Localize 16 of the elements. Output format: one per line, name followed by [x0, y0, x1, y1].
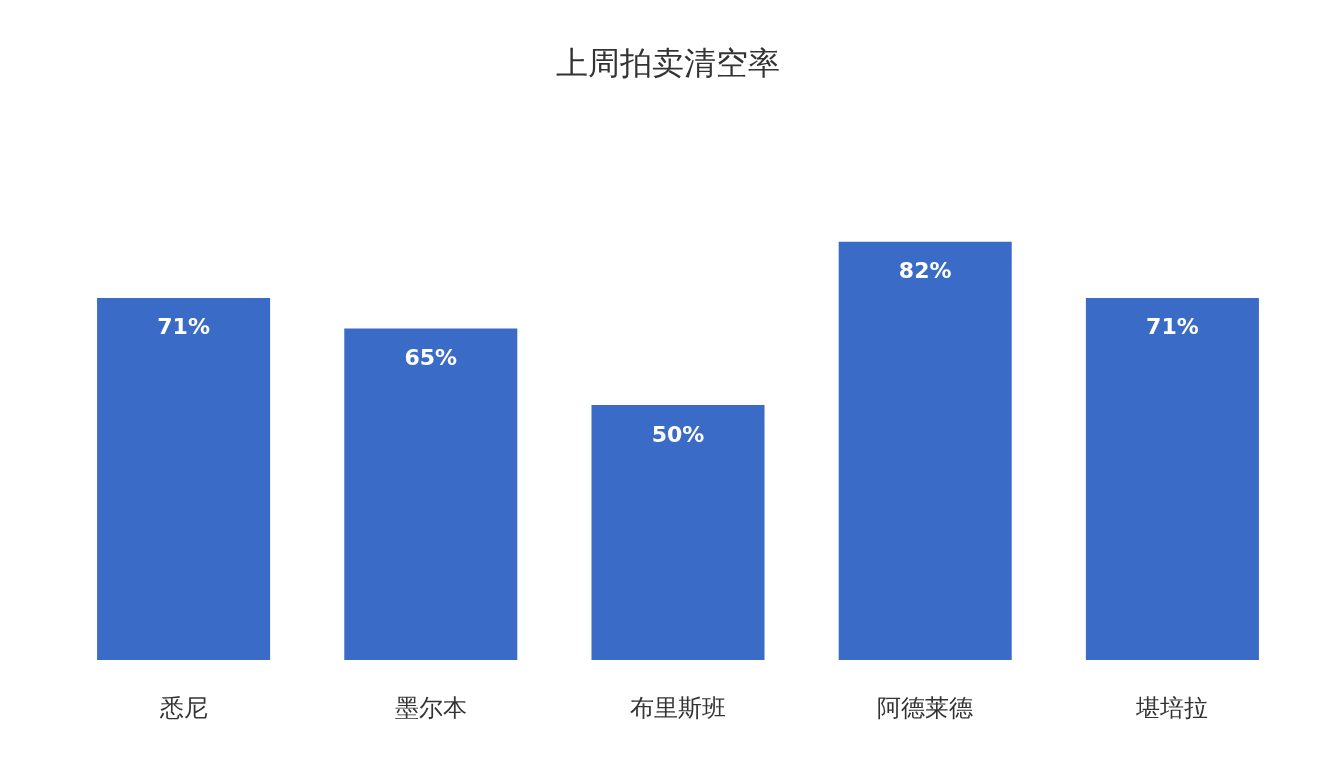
chart-title: 上周拍卖清空率 [556, 44, 780, 82]
x-tick-label: 墨尔本 [394, 694, 467, 722]
data-label: 71% [1146, 314, 1199, 340]
x-tick-label: 悉尼 [158, 694, 208, 722]
x-tick-label: 堪培拉 [1135, 694, 1209, 722]
bar [344, 328, 518, 660]
x-tick-label: 阿德莱德 [877, 694, 974, 722]
data-label: 50% [651, 421, 705, 447]
data-label: 65% [404, 345, 458, 370]
data-label: 82% [898, 258, 952, 284]
data-label: 71% [157, 314, 210, 340]
bar [591, 405, 765, 660]
bar [838, 241, 1012, 660]
x-tick-label: 布里斯班 [630, 694, 726, 722]
bar [97, 297, 271, 660]
bar [1085, 297, 1259, 660]
